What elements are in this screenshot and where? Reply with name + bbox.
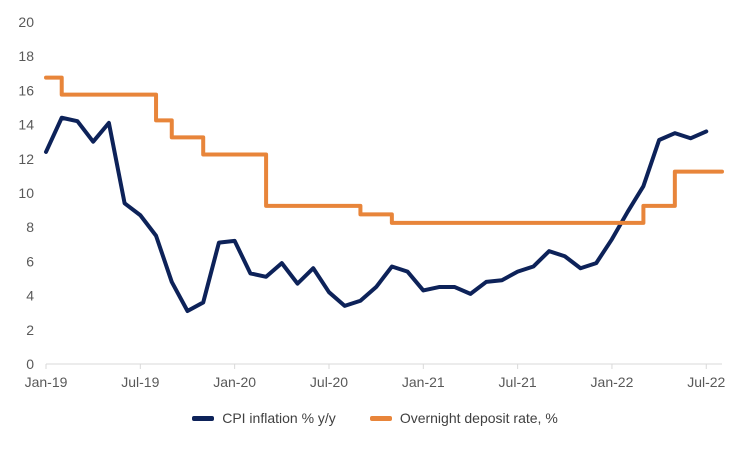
x-tick-label: Jan-19	[25, 374, 68, 390]
y-tick-label: 2	[26, 322, 34, 338]
x-tick-label: Jul-21	[499, 374, 537, 390]
series-group	[44, 75, 724, 313]
legend-label-cpi: CPI inflation % y/y	[222, 410, 336, 426]
legend-swatch-deposit-rate	[369, 415, 392, 421]
x-tick-label: Jan-22	[591, 374, 634, 390]
y-tick-label: 0	[26, 356, 34, 372]
y-tick-label: 10	[18, 185, 34, 201]
legend-swatch-cpi	[192, 415, 215, 421]
y-tick-label: 14	[18, 117, 34, 133]
axes: 0 2 4 6 8 10 12 14 16 18 20 Jan-19 Jul-19 Jan-20 Jul-2…	[18, 14, 725, 390]
legend-item-deposit-rate: Overnight deposit rate, %	[369, 410, 558, 426]
x-tick-label: Jan-21	[402, 374, 445, 390]
y-tick-label: 16	[18, 82, 34, 98]
x-tick-label: Jan-20	[213, 374, 256, 390]
y-tick-label: 6	[26, 253, 34, 269]
y-tick-label: 4	[26, 288, 34, 304]
y-tick-label: 18	[18, 48, 34, 64]
legend-item-cpi: CPI inflation % y/y	[192, 410, 336, 426]
y-tick-label: 12	[18, 151, 34, 167]
y-tick-label: 20	[18, 14, 34, 30]
x-tick-label: Jul-22	[687, 374, 725, 390]
x-tick-label: Jul-20	[310, 374, 348, 390]
y-tick-label: 8	[26, 219, 34, 235]
series-line-cpi	[44, 115, 709, 313]
x-tick-label: Jul-19	[121, 374, 159, 390]
legend: CPI inflation % y/y Overnight deposit ra…	[0, 410, 750, 426]
series-line-deposit-rate	[44, 75, 724, 225]
legend-label-deposit-rate: Overnight deposit rate, %	[399, 410, 558, 426]
